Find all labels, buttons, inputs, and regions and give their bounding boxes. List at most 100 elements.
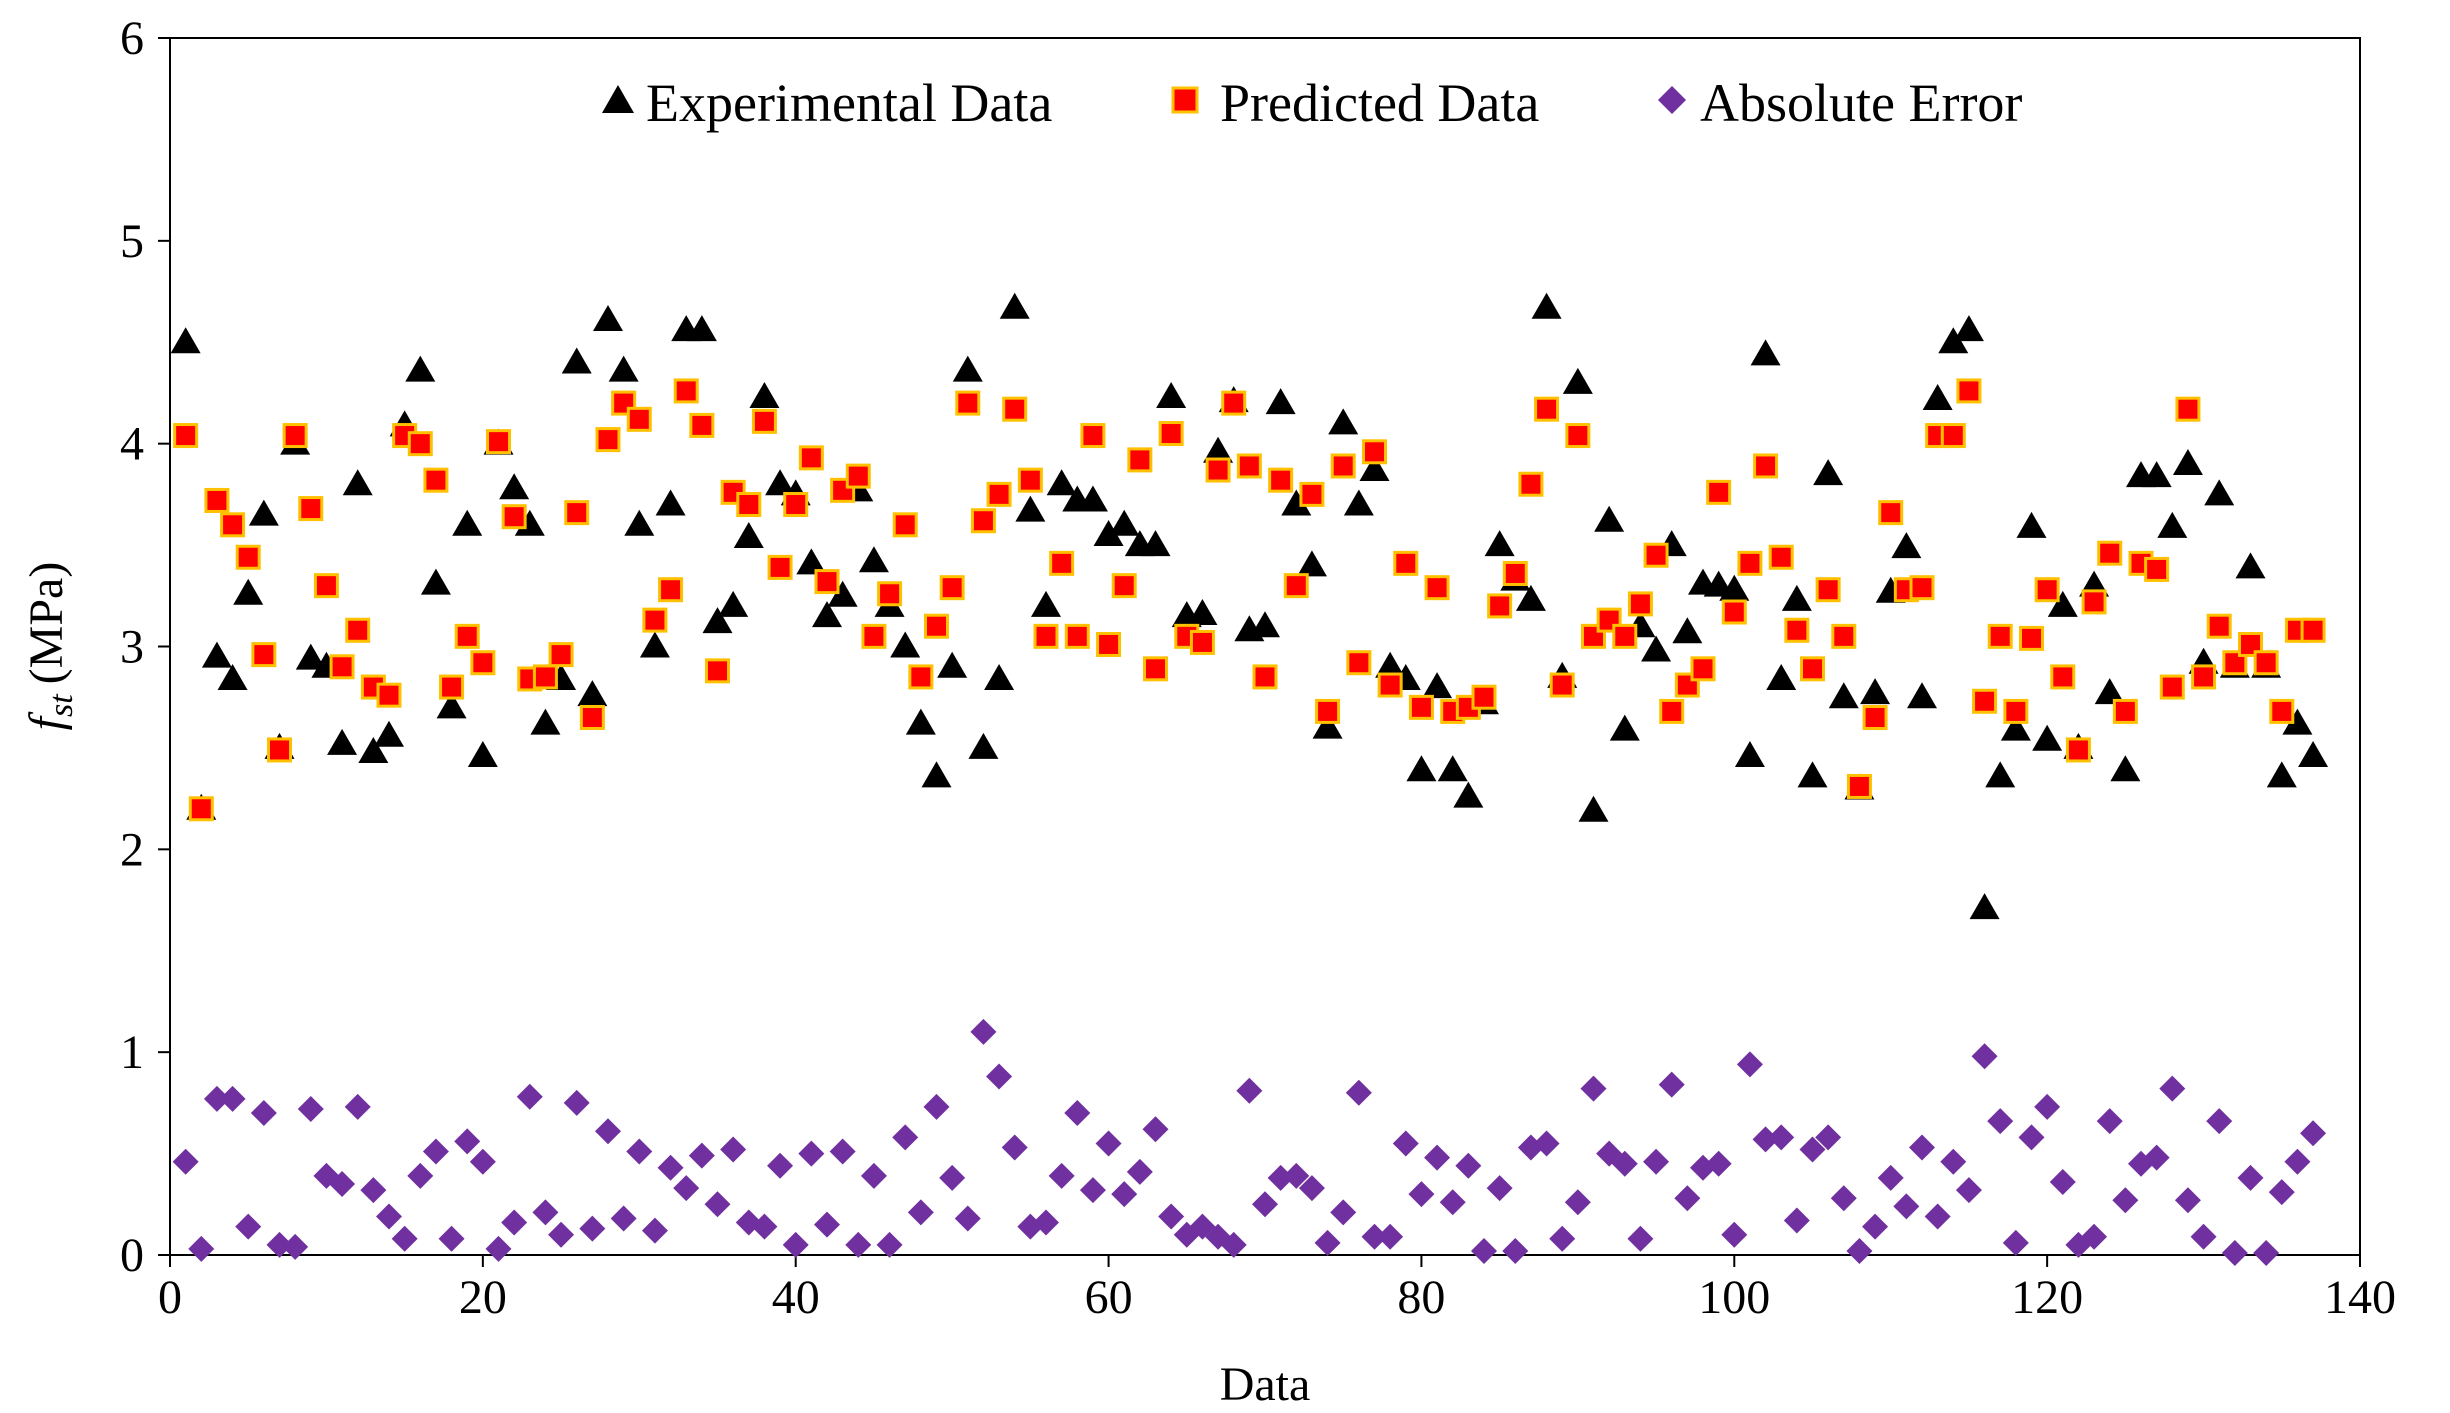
predicted-data-point bbox=[1315, 698, 1341, 724]
predicted-data-point bbox=[2097, 540, 2123, 566]
experimental-data-point bbox=[1609, 714, 1640, 741]
experimental-data-point bbox=[2266, 761, 2297, 788]
absolute-error-point bbox=[469, 1148, 496, 1175]
experimental-data-point bbox=[608, 355, 639, 382]
y-tick-label: 2 bbox=[120, 823, 144, 876]
experimental-data-point bbox=[201, 641, 232, 668]
experimental-data-point bbox=[1531, 292, 1562, 319]
legend-marker-triangle bbox=[602, 85, 634, 113]
predicted-data-point bbox=[1017, 467, 1043, 493]
experimental-data-point bbox=[1203, 436, 1234, 463]
experimental-data-point bbox=[2047, 590, 2078, 617]
experimental-data-point bbox=[1156, 382, 1187, 409]
predicted-data-point bbox=[1346, 650, 1372, 676]
predicted-data-point bbox=[783, 492, 809, 518]
legend-item-predicted: Predicted Data bbox=[1171, 73, 1539, 133]
y-tick-label: 4 bbox=[120, 418, 144, 471]
absolute-error-point bbox=[657, 1154, 684, 1181]
absolute-error-point bbox=[485, 1235, 512, 1262]
absolute-error-point bbox=[2112, 1187, 2139, 1214]
legend-item-error: Absolute Error bbox=[1658, 73, 2022, 133]
absolute-error-point bbox=[1611, 1150, 1638, 1177]
predicted-data-point bbox=[673, 378, 699, 404]
absolute-error-point bbox=[641, 1217, 668, 1244]
experimental-data-point bbox=[217, 663, 248, 690]
experimental-data-point bbox=[1281, 489, 1312, 516]
x-tick-labels: 0 20 40 60 80 100 120 140 bbox=[158, 1271, 2396, 1324]
experimental-data-point bbox=[1484, 530, 1515, 557]
predicted-data-point bbox=[1690, 656, 1716, 682]
absolute-error-point bbox=[1877, 1164, 1904, 1191]
experimental-data-point bbox=[2094, 678, 2125, 705]
absolute-error-point bbox=[1909, 1134, 1935, 1161]
absolute-error-point bbox=[1721, 1221, 1748, 1248]
absolute-error-point bbox=[1158, 1203, 1185, 1230]
predicted-data-point bbox=[2191, 664, 2217, 690]
y-tick-label: 1 bbox=[120, 1026, 144, 1079]
absolute-error-point bbox=[1361, 1223, 1388, 1250]
y-axis-title: fst(MPa) bbox=[20, 562, 80, 731]
x-tick-label: 0 bbox=[158, 1271, 182, 1324]
absolute-error-point bbox=[876, 1231, 903, 1258]
experimental-data-point bbox=[1781, 584, 1812, 611]
axis-ticks bbox=[158, 37, 2361, 1267]
absolute-error-point bbox=[2221, 1239, 2248, 1266]
experimental-data-point bbox=[2282, 708, 2313, 735]
absolute-error-point bbox=[2284, 1148, 2311, 1175]
predicted-data-point bbox=[2112, 698, 2138, 724]
predicted-data-point bbox=[642, 607, 668, 633]
absolute-error-point bbox=[1220, 1231, 1247, 1258]
predicted-data-point bbox=[267, 737, 292, 763]
experimental-data-point bbox=[686, 315, 717, 342]
experimental-data-point bbox=[2235, 552, 2266, 579]
predicted-data-point bbox=[1064, 623, 1090, 649]
absolute-error-point bbox=[1283, 1162, 1310, 1189]
absolute-error-point bbox=[720, 1136, 747, 1163]
predicted-data-point bbox=[986, 481, 1012, 507]
absolute-error-point bbox=[1674, 1185, 1701, 1212]
predicted-data-point bbox=[532, 664, 558, 690]
experimental-data-point bbox=[499, 473, 530, 500]
absolute-error-point bbox=[235, 1213, 262, 1240]
absolute-error-point bbox=[1267, 1164, 1294, 1191]
absolute-error-point bbox=[1783, 1207, 1810, 1234]
predicted-data-point bbox=[1706, 479, 1732, 505]
experimental-data-point bbox=[1437, 755, 1468, 782]
absolute-error-point bbox=[407, 1162, 434, 1189]
experimental-data-point bbox=[1734, 741, 1765, 768]
absolute-error-point bbox=[2096, 1108, 2123, 1135]
predicted-data-point bbox=[861, 623, 887, 649]
absolute-error-point bbox=[1064, 1100, 1091, 1127]
predicted-data-point bbox=[1268, 467, 1294, 493]
predicted-data-point bbox=[1049, 550, 1075, 576]
absolute-error-point bbox=[860, 1162, 887, 1189]
absolute-error-point bbox=[1533, 1130, 1560, 1157]
predicted-data-point bbox=[1721, 599, 1747, 625]
absolute-error-point bbox=[501, 1209, 528, 1236]
predicted-data-point bbox=[1080, 423, 1106, 449]
absolute-error-point bbox=[2049, 1168, 2076, 1195]
predicted-data-point bbox=[1252, 664, 1278, 690]
absolute-error-point bbox=[892, 1124, 919, 1151]
absolute-error-point bbox=[2159, 1075, 2186, 1102]
experimental-data-point bbox=[890, 631, 921, 658]
experimental-data-point bbox=[952, 355, 983, 382]
predicted-data-point bbox=[470, 650, 496, 676]
predicted-data-point bbox=[2206, 613, 2232, 639]
legend-item-experimental: Experimental Data bbox=[602, 73, 1052, 133]
experimental-data-point bbox=[1375, 651, 1406, 678]
predicted-data-point bbox=[501, 504, 527, 530]
absolute-error-point bbox=[954, 1205, 981, 1232]
predicted-data-point bbox=[924, 613, 949, 639]
absolute-error-point bbox=[1752, 1126, 1779, 1153]
absolute-error-point bbox=[1924, 1203, 1951, 1230]
legend-label-error: Absolute Error bbox=[1700, 73, 2022, 133]
predicted-data-point bbox=[2238, 631, 2263, 657]
experimental-data-point bbox=[2016, 511, 2047, 538]
absolute-error-point bbox=[1768, 1124, 1795, 1151]
predicted-data-point bbox=[1659, 698, 1685, 724]
absolute-error-point bbox=[2143, 1144, 2170, 1171]
absolute-error-point bbox=[1580, 1075, 1607, 1102]
absolute-error-point bbox=[2002, 1229, 2029, 1256]
experimental-data-point bbox=[812, 601, 842, 628]
